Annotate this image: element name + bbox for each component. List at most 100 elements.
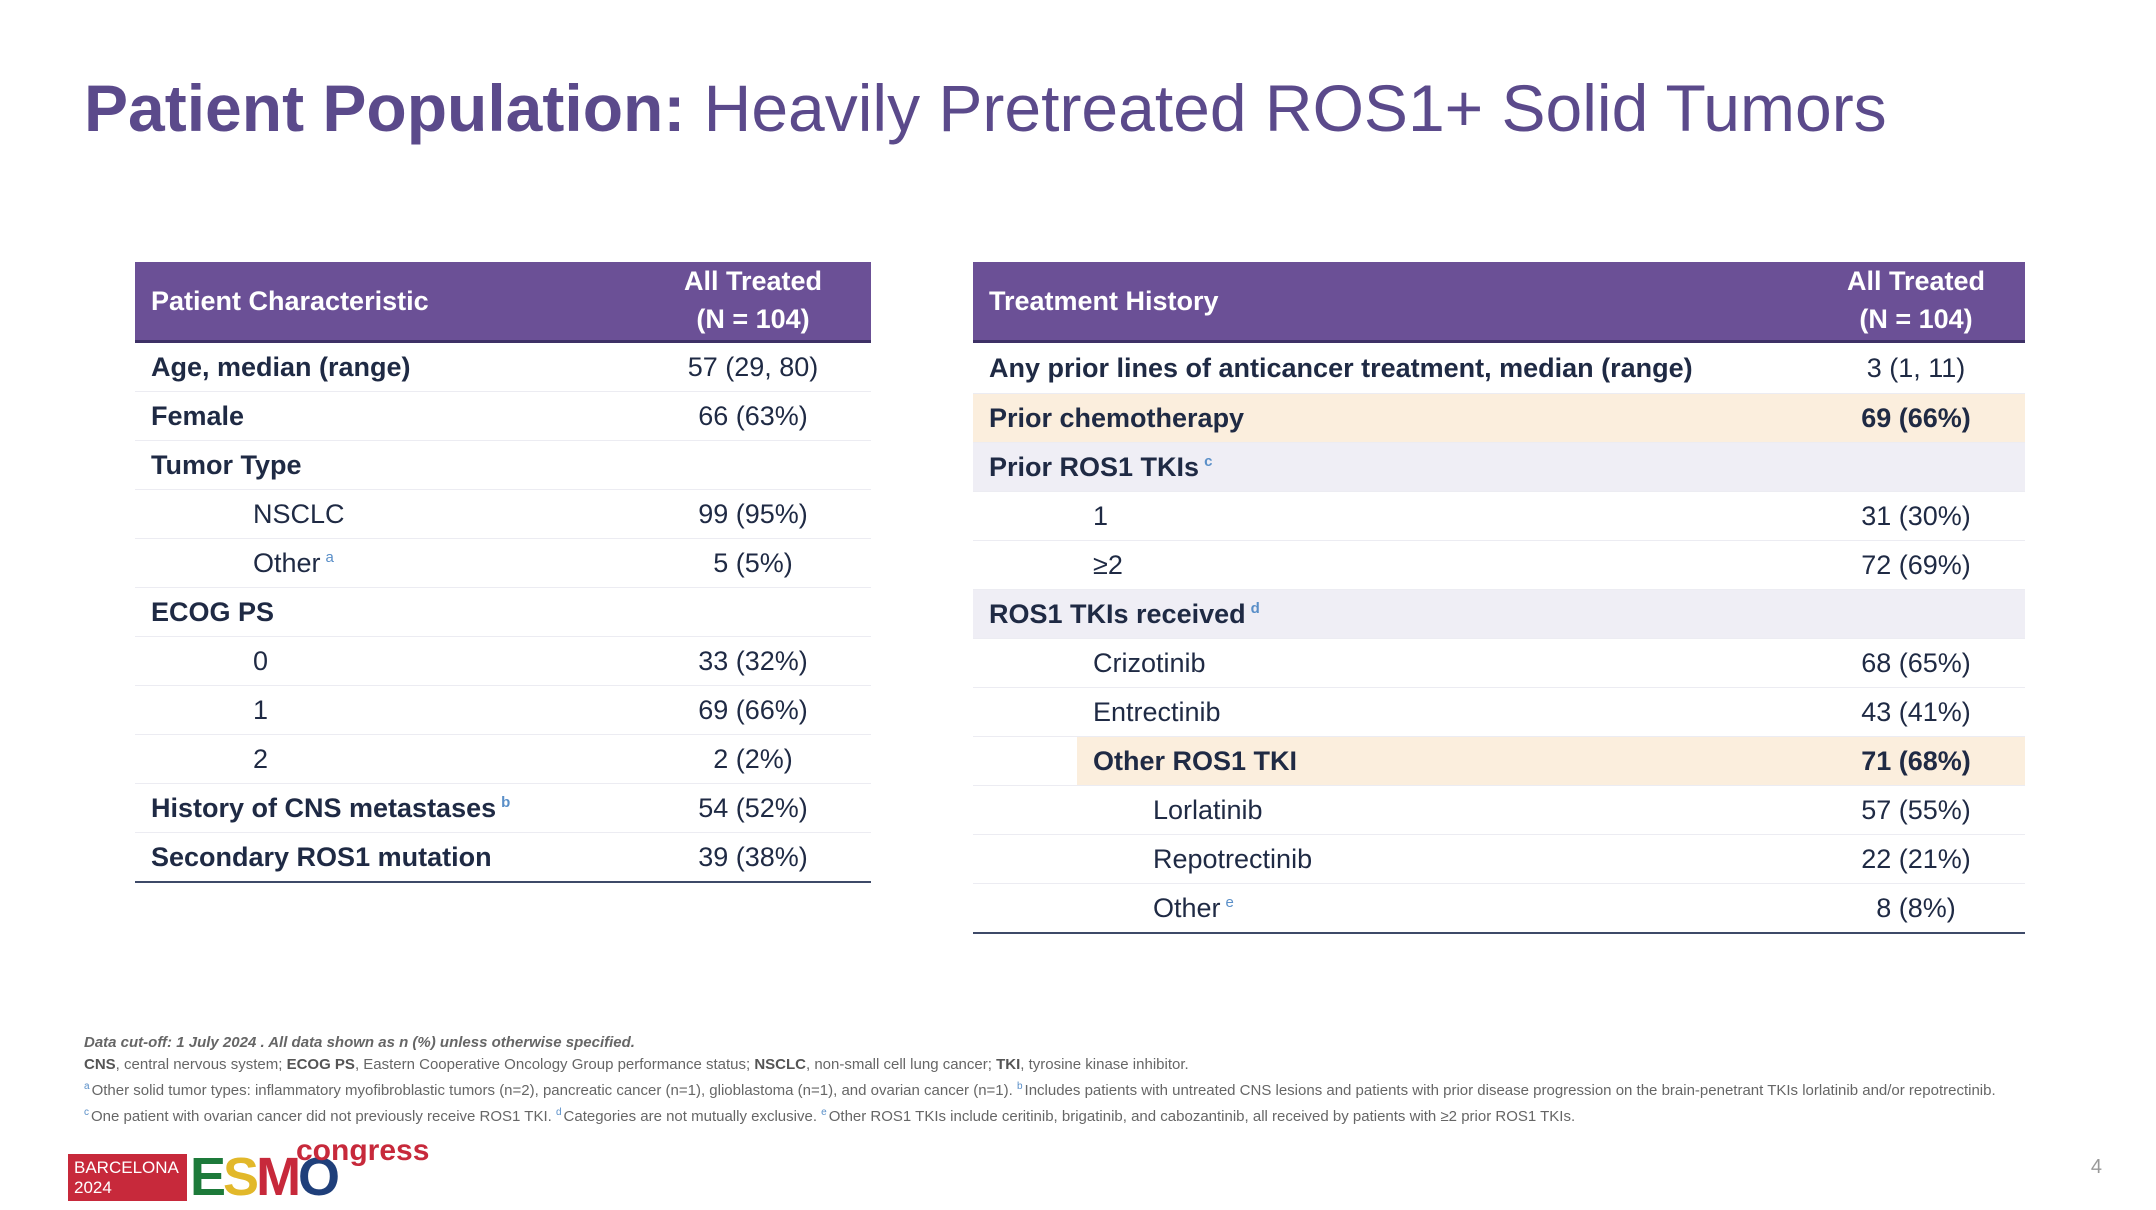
row-label: NSCLC: [135, 489, 635, 539]
row-value: 3 (1, 11): [1807, 341, 2025, 394]
table-header-row: Treatment History All Treated (N = 104): [973, 262, 2025, 343]
table-row: ECOG PS: [135, 587, 871, 637]
row-label: Age, median (range): [135, 341, 635, 392]
header-patient-characteristic: Patient Characteristic: [135, 262, 635, 343]
row-label: ≥2: [973, 540, 1807, 590]
row-value: 8 (8%): [1807, 883, 2025, 934]
table-row-highlight: Other ROS1 TKI 71 (68%): [973, 736, 2025, 786]
table-row: 2 2 (2%): [135, 734, 871, 784]
footnote-marker-d: d: [555, 1107, 562, 1118]
row-value: 71 (68%): [1807, 736, 2025, 786]
row-label-cell: Other a: [135, 538, 635, 588]
abbr-def: , tyrosine kinase inhibitor.: [1020, 1056, 1189, 1073]
abbr-def: , Eastern Cooperative Oncology Group per…: [354, 1056, 755, 1073]
row-label: Other ROS1 TKI: [1093, 745, 1298, 776]
row-label: Entrectinib: [973, 687, 1807, 737]
esmo-wordmark: ESMO: [190, 1150, 340, 1204]
table-row: Any prior lines of anticancer treatment,…: [973, 341, 2025, 394]
table-row: Secondary ROS1 mutation 39 (38%): [135, 832, 871, 883]
barcelona-badge: BARCELONA 2024: [68, 1154, 187, 1201]
footnote-marker: b: [501, 793, 511, 811]
table-row: Repotrectinib 22 (21%): [973, 834, 2025, 884]
table-row: 1 69 (66%): [135, 685, 871, 735]
row-label: 0: [135, 636, 635, 686]
header-all-treated: All Treated (N = 104): [1807, 262, 2025, 343]
row-value: 22 (21%): [1807, 834, 2025, 884]
table-row: Female 66 (63%): [135, 391, 871, 441]
row-label: 1: [135, 685, 635, 735]
esmo-letter: M: [256, 1147, 301, 1207]
row-value: 54 (52%): [635, 783, 871, 833]
header-all-treated-line2: (N = 104): [696, 304, 810, 334]
row-value: [635, 440, 871, 490]
row-value: 69 (66%): [635, 685, 871, 735]
row-label-cell: ROS1 TKIs received d: [973, 589, 1807, 639]
row-label: Other: [1153, 892, 1221, 923]
abbr-def: , central nervous system;: [115, 1056, 287, 1073]
slide-title: Patient Population: Heavily Pretreated R…: [84, 72, 1887, 145]
footnote-e: Other ROS1 TKIs include ceritinib, briga…: [828, 1108, 1576, 1125]
row-value: 99 (95%): [635, 489, 871, 539]
row-value: [1807, 442, 2025, 492]
table-header-row: Patient Characteristic All Treated (N = …: [135, 262, 871, 343]
row-label: Repotrectinib: [973, 834, 1807, 884]
row-label: 1: [973, 491, 1807, 541]
title-rest: Heavily Pretreated ROS1+ Solid Tumors: [703, 71, 1887, 145]
abbr-def: , non-small cell lung cancer;: [805, 1056, 997, 1073]
row-value: 68 (65%): [1807, 638, 2025, 688]
table-row: ≥2 72 (69%): [973, 540, 2025, 590]
footnotes: Data cut-off: 1 July 2024 . All data sho…: [84, 1032, 2014, 1128]
footnote-marker-e: e: [821, 1107, 827, 1118]
footnote-details: a Other solid tumor types: inflammatory m…: [84, 1076, 2014, 1128]
footnote-abbreviations: CNS, central nervous system; ECOG PS, Ea…: [84, 1054, 2014, 1076]
title-bold: Patient Population:: [84, 71, 686, 145]
table-row: Lorlatinib 57 (55%): [973, 785, 2025, 835]
header-treatment-history: Treatment History: [973, 262, 1807, 343]
row-value: [1807, 589, 2025, 639]
row-label: Crizotinib: [973, 638, 1807, 688]
footnote-marker: e: [1225, 893, 1234, 911]
abbr-term: TKI: [996, 1056, 1021, 1073]
table-row-highlight: Prior chemotherapy 69 (66%): [973, 393, 2025, 443]
abbr-term: CNS: [84, 1056, 116, 1073]
congress-text: congress: [296, 1134, 430, 1167]
row-value: 31 (30%): [1807, 491, 2025, 541]
row-label: ECOG PS: [135, 587, 635, 637]
patient-characteristics-table: Patient Characteristic All Treated (N = …: [135, 262, 871, 883]
footnote-marker-a: a: [84, 1081, 90, 1092]
footnote-marker: c: [1204, 452, 1213, 470]
row-value: 5 (5%): [635, 538, 871, 588]
footnote-marker-c: c: [84, 1107, 89, 1118]
row-label: 2: [135, 734, 635, 784]
header-all-treated-line1: All Treated: [683, 266, 823, 297]
row-label: Prior chemotherapy: [973, 393, 1807, 443]
row-value: 43 (41%): [1807, 687, 2025, 737]
row-label-cell: History of CNS metastases b: [135, 783, 635, 833]
table-row: Crizotinib 68 (65%): [973, 638, 2025, 688]
footnote-d: Categories are not mutually exclusive.: [563, 1108, 817, 1125]
row-value: 57 (29, 80): [635, 341, 871, 392]
row-value: 2 (2%): [635, 734, 871, 784]
row-value: 57 (55%): [1807, 785, 2025, 835]
row-label: Female: [135, 391, 635, 441]
footnote-a: Other solid tumor types: inflammatory my…: [91, 1082, 1013, 1099]
treatment-history-table: Treatment History All Treated (N = 104) …: [973, 262, 2025, 934]
esmo-letter: S: [223, 1147, 259, 1207]
abbr-term: NSCLC: [754, 1056, 806, 1073]
row-value: 72 (69%): [1807, 540, 2025, 590]
row-label-cell: Other e: [973, 883, 1807, 934]
year-text: 2024: [74, 1178, 112, 1197]
footnote-marker: d: [1250, 599, 1260, 617]
row-value: 33 (32%): [635, 636, 871, 686]
row-label: Any prior lines of anticancer treatment,…: [973, 341, 1807, 394]
row-label: Other: [253, 547, 321, 578]
esmo-letter: O: [298, 1147, 340, 1207]
row-value: [635, 587, 871, 637]
table-row-subheader: Prior ROS1 TKIs c: [973, 442, 2025, 492]
row-value: 69 (66%): [1807, 393, 2025, 443]
row-label: Prior ROS1 TKIs: [989, 451, 1200, 482]
esmo-congress-logo: BARCELONA 2024 ESMO congress: [68, 1134, 429, 1204]
table-row: Tumor Type: [135, 440, 871, 490]
row-label: Lorlatinib: [973, 785, 1807, 835]
row-value: 39 (38%): [635, 832, 871, 883]
